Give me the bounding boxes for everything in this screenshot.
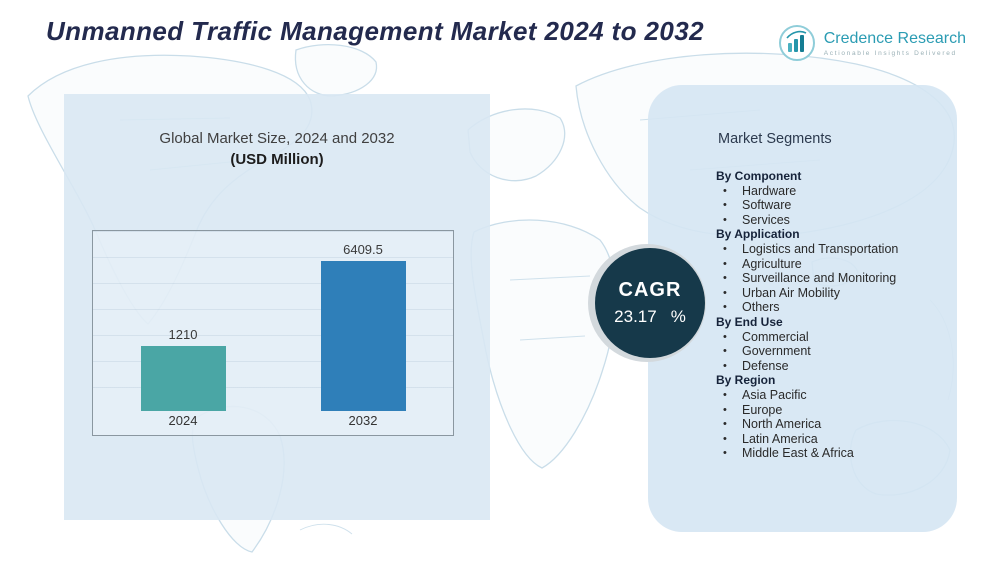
bullet-icon: • <box>723 345 727 358</box>
segment-item-label: Others <box>742 300 780 315</box>
bullet-icon: • <box>723 447 727 460</box>
bullet-icon: • <box>723 301 727 314</box>
chart-subtitle: (USD Million) <box>230 151 324 168</box>
segment-item-label: Software <box>742 198 792 213</box>
bullet-icon: • <box>723 199 727 212</box>
segment-item: • Software <box>716 198 943 213</box>
segment-item: • Government <box>716 344 943 359</box>
segment-item-label: Government <box>742 344 811 359</box>
segment-item: • Latin America <box>716 432 943 447</box>
bullet-icon: • <box>723 286 727 299</box>
segment-group-label: By End Use <box>716 314 783 329</box>
segment-item-label: Commercial <box>742 329 809 344</box>
segment-item-label: Agriculture <box>742 256 802 271</box>
segment-item: • Commercial <box>716 330 943 345</box>
chart-title: Global Market Size, 2024 and 2032 <box>159 130 395 147</box>
segment-item: • Logistics and Transportation <box>716 242 943 257</box>
segment-item-label: North America <box>742 417 822 432</box>
x-axis-tick-label: 2032 <box>348 413 378 428</box>
segment-item: • Middle East & Africa <box>716 446 943 461</box>
bullet-icon: • <box>723 330 727 343</box>
bullet-icon: • <box>723 432 727 445</box>
segments-groups: By Component • Hardware • Software • Services B… <box>716 169 943 461</box>
bullet-icon: • <box>723 359 727 372</box>
segment-group-label: By Region <box>716 373 776 388</box>
bullet-icon: • <box>723 257 727 270</box>
market-segments-panel: Market Segments By Component • Hardware • So… <box>648 85 957 532</box>
page-title: Unmanned Traffic Management Market 2024 … <box>46 16 704 46</box>
bar-column-2024: 1210 <box>140 327 226 411</box>
segment-item: • Asia Pacific <box>716 388 943 403</box>
bar-value-label: 1210 <box>168 327 198 342</box>
logo-name: Credence Research <box>823 29 966 47</box>
segment-item-label: Europe <box>742 402 783 417</box>
segment-item: • Urban Air Mobility <box>716 286 943 301</box>
segment-item-label: Defense <box>742 358 789 373</box>
logo-tagline: Actionable Insights Delivered <box>823 49 957 57</box>
x-axis-labels: 2024 2032 <box>93 409 453 435</box>
credence-research-logo: Credence Research Actionable Insights De… <box>778 24 966 62</box>
x-axis-tick-label: 2024 <box>168 413 198 428</box>
logo-text: Credence Research Actionable Insights De… <box>824 30 966 57</box>
market-size-panel: Global Market Size, 2024 and 2032 (USD M… <box>64 94 490 520</box>
cagr-circle: CAGR 23.17 % <box>595 248 705 358</box>
bullet-icon: • <box>723 184 727 197</box>
segment-item-label: Latin America <box>742 431 818 446</box>
cagr-label: CAGR <box>618 279 682 301</box>
bar-value-label: 6409.5 <box>343 242 383 257</box>
bullet-icon: • <box>723 403 727 416</box>
segment-item: • Services <box>716 213 943 228</box>
bar-group-container: 1210 6409.5 <box>93 231 453 411</box>
bullet-icon: • <box>723 213 727 226</box>
cagr-value-row: 23.17 % <box>614 307 686 327</box>
bar <box>140 346 226 411</box>
bar <box>320 261 406 411</box>
bullet-icon: • <box>723 388 727 401</box>
segment-item: • Surveillance and Monitoring <box>716 271 943 286</box>
segment-item: • Agriculture <box>716 257 943 272</box>
segment-item-label: Urban Air Mobility <box>742 285 840 300</box>
segments-title: Market Segments <box>718 131 832 147</box>
bullet-icon: • <box>723 418 727 431</box>
segment-group-label: By Application <box>716 227 800 242</box>
cagr-badge: CAGR 23.17 % <box>588 244 706 362</box>
segment-item-label: Hardware <box>742 183 797 198</box>
segment-item: • Defense <box>716 359 943 374</box>
segment-item-label: Logistics and Transportation <box>742 241 899 256</box>
bullet-icon: • <box>723 272 727 285</box>
cagr-unit: % <box>670 307 686 326</box>
segment-item: • Europe <box>716 403 943 418</box>
segment-item-label: Middle East & Africa <box>742 446 854 461</box>
segment-item-label: Asia Pacific <box>742 387 807 402</box>
segment-item-label: Surveillance and Monitoring <box>742 271 897 286</box>
cagr-value: 23.17 <box>614 307 657 326</box>
segment-item-label: Services <box>742 212 790 227</box>
bar-column-2032: 6409.5 <box>320 242 406 411</box>
segment-group-label: By Component <box>716 169 802 183</box>
bar-chart: 1210 6409.5 2024 2032 <box>92 230 454 436</box>
bullet-icon: • <box>723 242 727 255</box>
credence-logo-icon <box>778 25 815 61</box>
segment-item: • Hardware <box>716 184 943 199</box>
segment-item: • Others <box>716 300 943 315</box>
segment-item: • North America <box>716 417 943 432</box>
